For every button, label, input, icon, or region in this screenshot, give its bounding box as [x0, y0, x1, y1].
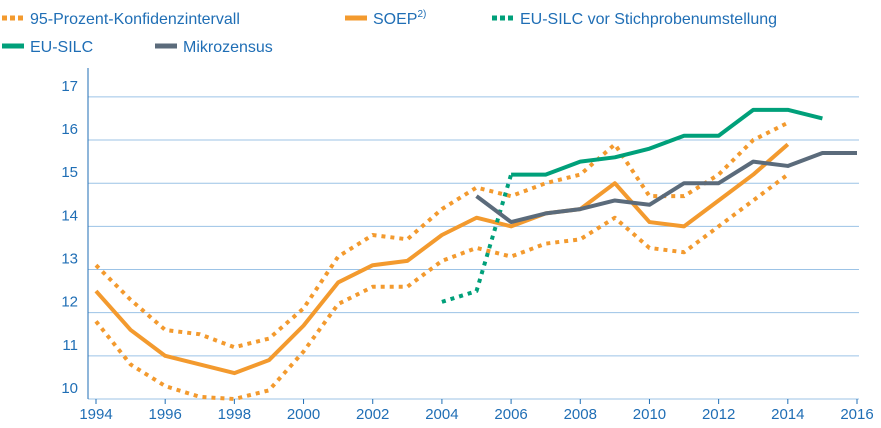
y-tick-label: 15: [61, 164, 78, 181]
x-tick-label: 2006: [494, 406, 527, 423]
ci-lower: [94, 172, 790, 401]
x-tick-label: 2002: [356, 406, 389, 423]
x-tick-label: 2016: [840, 406, 873, 423]
x-tick-label: 2014: [771, 406, 804, 423]
y-tick-label: 16: [61, 121, 78, 138]
legend-label: EU-SILC: [30, 39, 93, 56]
x-tick-label: 1994: [79, 406, 112, 423]
legend-name: Mikrozensus: [183, 39, 273, 56]
series-line: [475, 151, 857, 225]
legend-superscript: 2): [417, 9, 426, 20]
legend-label: 95-Prozent-Konfidenzintervall: [30, 11, 240, 28]
series-line: [94, 142, 790, 376]
y-tick-label: 10: [61, 380, 78, 397]
legend-label: Mikrozensus: [183, 39, 273, 56]
series-line: [511, 107, 823, 177]
x-tick-label: 2008: [564, 406, 597, 423]
y-tick-label: 13: [61, 251, 78, 268]
x-tick-label: 2012: [702, 406, 735, 423]
x-tick-label: 2004: [425, 406, 458, 423]
legend-name: EU-SILC: [30, 39, 93, 56]
legend-label: EU-SILC vor Stichprobenumstellung: [520, 11, 777, 28]
x-tick-label: 2000: [287, 406, 320, 423]
y-tick-label: 11: [62, 337, 78, 354]
legend-name: SOEP: [373, 11, 417, 28]
legend-name: 95-Prozent-Konfidenzintervall: [30, 11, 240, 28]
legend-name: EU-SILC vor Stichprobenumstellung: [520, 11, 777, 28]
y-tick-label: 17: [61, 78, 78, 95]
y-tick-label: 14: [61, 207, 78, 224]
x-tick-label: 2010: [633, 406, 666, 423]
legend-label: SOEP2): [373, 9, 426, 28]
y-tick-label: 12: [61, 294, 78, 311]
x-tick-label: 1998: [218, 406, 251, 423]
ci-upper: [94, 120, 789, 350]
x-tick-label: 1996: [148, 406, 181, 423]
